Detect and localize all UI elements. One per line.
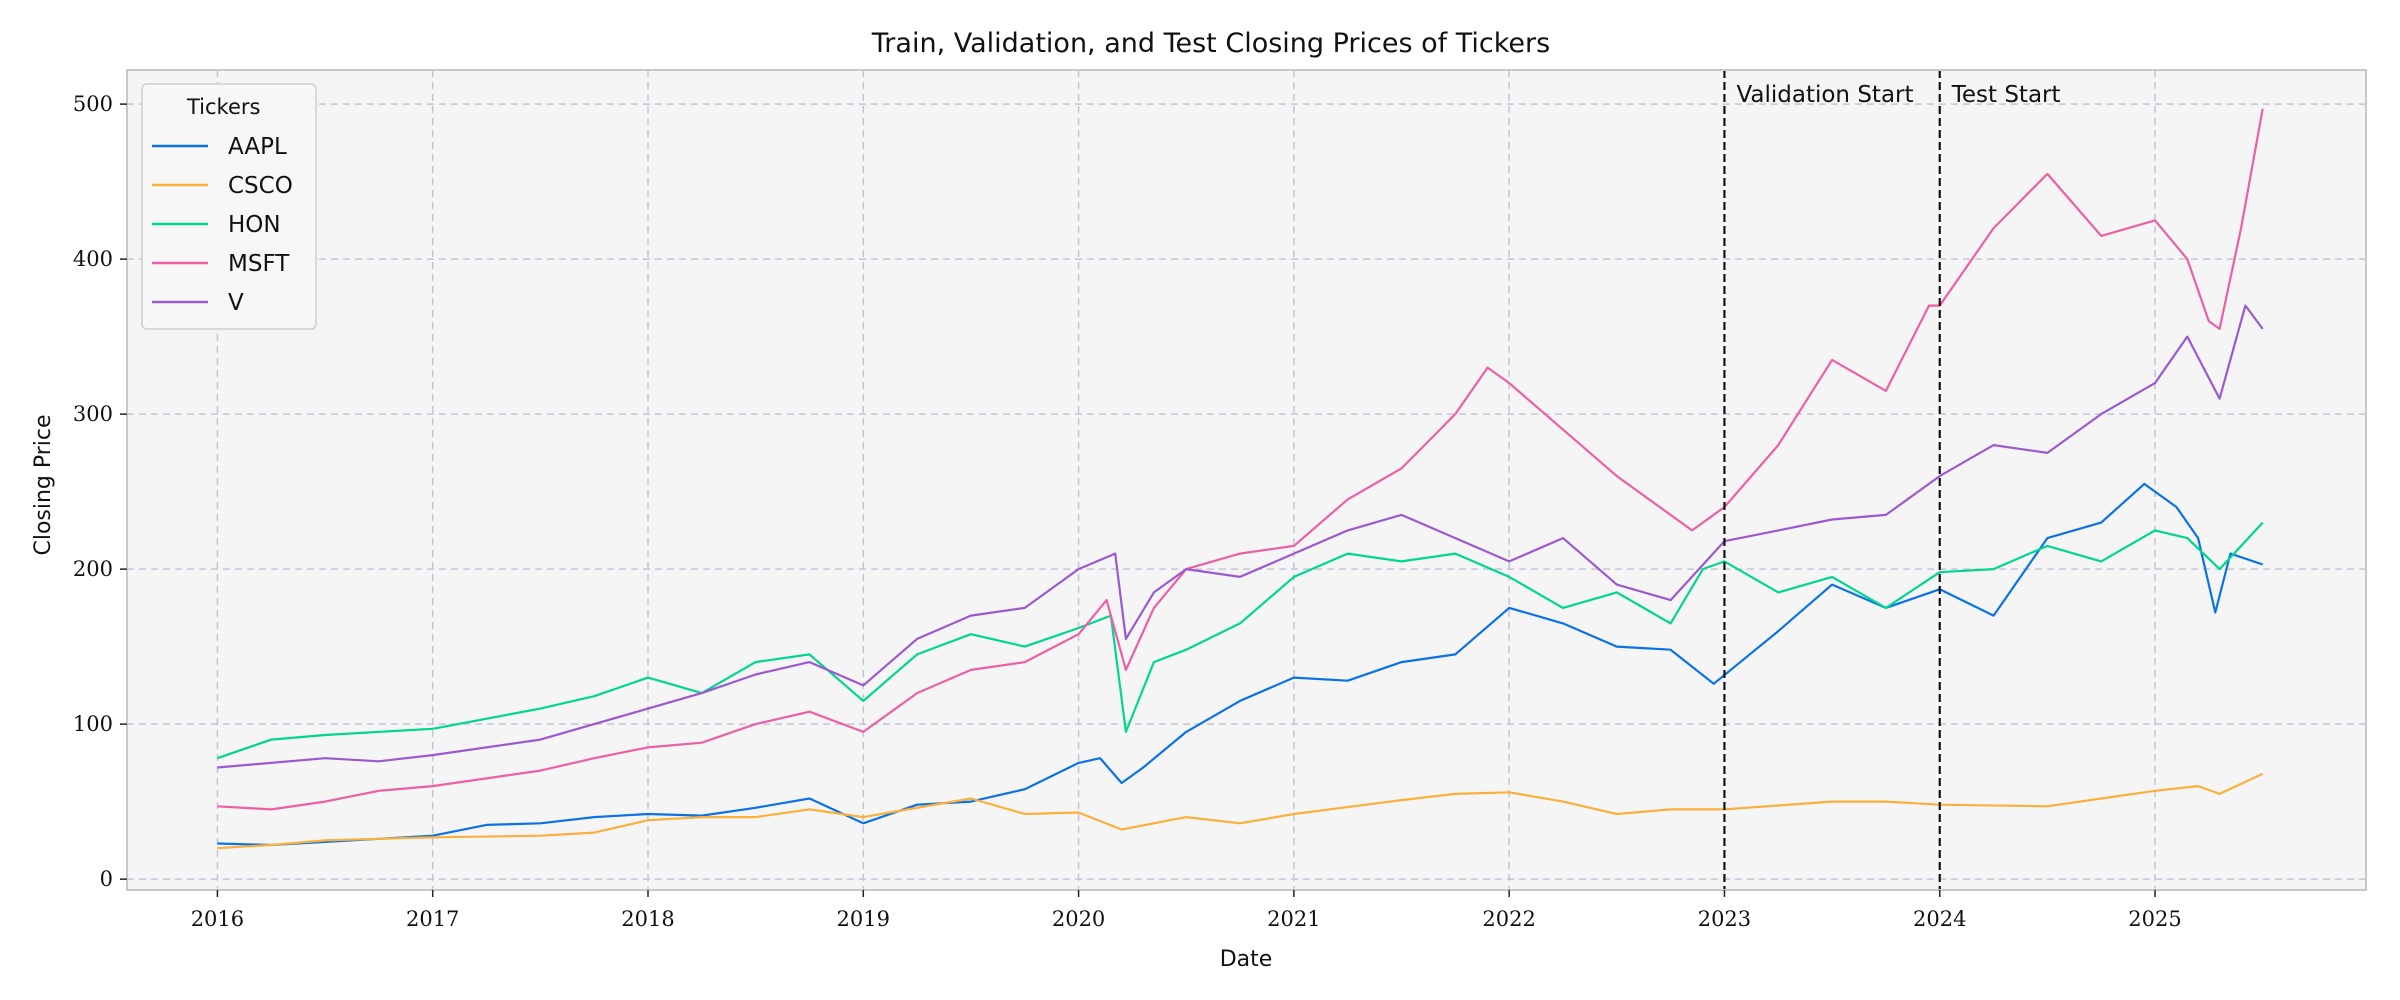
plot-frame bbox=[126, 69, 2367, 891]
legend-label-aapl: AAPL bbox=[228, 134, 287, 160]
x-tick-label: 2024 bbox=[1913, 907, 1966, 931]
legend-label-v: V bbox=[228, 290, 244, 316]
y-axis-label: Closing Price bbox=[31, 414, 56, 555]
legend-label-csco: CSCO bbox=[228, 173, 293, 199]
x-tick-label: 2016 bbox=[191, 907, 244, 931]
y-tick-label: 300 bbox=[73, 402, 113, 426]
test-start-label: Test Start bbox=[1951, 82, 2061, 108]
x-tick-label: 2020 bbox=[1052, 907, 1105, 931]
validation-start-label: Validation Start bbox=[1736, 82, 1913, 108]
y-tick-label: 500 bbox=[73, 92, 113, 116]
y-tick-label: 400 bbox=[73, 247, 113, 271]
x-tick-label: 2021 bbox=[1267, 907, 1320, 931]
y-tick-label: 100 bbox=[73, 712, 113, 736]
x-tick-label: 2019 bbox=[837, 907, 890, 931]
x-tick-label: 2017 bbox=[406, 907, 459, 931]
x-axis-label: Date bbox=[1220, 947, 1273, 972]
series-lines bbox=[217, 108, 2264, 850]
chart-title: Train, Validation, and Test Closing Pric… bbox=[871, 28, 1550, 59]
annotations: Validation Start Test Start bbox=[1723, 70, 2061, 890]
x-tick-label: 2025 bbox=[2128, 907, 2181, 931]
series-line-hon bbox=[217, 521, 2264, 760]
y-tick-label: 0 bbox=[100, 867, 113, 891]
series-line-aapl bbox=[217, 482, 2264, 847]
legend-label-msft: MSFT bbox=[228, 251, 290, 277]
series-line-v bbox=[217, 304, 2264, 769]
legend-label-hon: HON bbox=[228, 212, 281, 238]
legend: Tickers AAPL CSCO HON MSFT V bbox=[141, 83, 317, 330]
series-line-csco bbox=[217, 772, 2264, 850]
x-tick-label: 2018 bbox=[621, 907, 674, 931]
ticks: 2016 2017 2018 2019 2020 2021 2022 2023 2024 2025… bbox=[73, 92, 2182, 931]
y-tick-label: 200 bbox=[73, 557, 113, 581]
series-line-msft bbox=[217, 108, 2264, 811]
x-tick-label: 2023 bbox=[1698, 907, 1751, 931]
legend-title: Tickers bbox=[186, 95, 260, 119]
x-tick-label: 2022 bbox=[1482, 907, 1535, 931]
plot-area bbox=[127, 70, 2366, 890]
